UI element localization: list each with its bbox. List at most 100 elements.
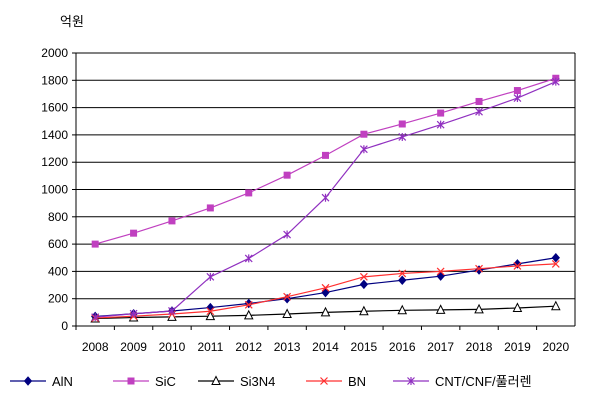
data-point	[551, 259, 560, 268]
data-point	[129, 309, 138, 318]
data-point	[512, 302, 523, 312]
data-point	[551, 77, 560, 86]
legend-marker	[407, 377, 415, 385]
legend-marker	[23, 376, 33, 386]
data-point	[206, 204, 214, 212]
legend-item: Si3N4	[198, 374, 275, 389]
data-point	[91, 240, 99, 248]
data-point	[206, 307, 215, 316]
x-tick-label: 2012	[235, 340, 262, 354]
x-tick-label: 2015	[351, 340, 378, 354]
series-line	[95, 77, 556, 245]
data-point	[436, 267, 445, 276]
data-point	[283, 171, 291, 179]
data-point	[475, 264, 483, 273]
x-tick-label: 2008	[82, 340, 109, 354]
y-tick-label: 400	[48, 264, 68, 278]
data-point	[474, 303, 484, 314]
data-point	[321, 283, 330, 292]
data-point	[513, 262, 522, 270]
data-point	[322, 151, 329, 159]
y-tick-label: 600	[48, 237, 68, 251]
legend-label: CNT/CNF/풀러렌	[435, 374, 532, 389]
legend-item: AlN	[10, 374, 73, 389]
y-tick-label: 0	[61, 319, 68, 333]
legend-label: BN	[348, 374, 366, 389]
data-point	[320, 306, 331, 317]
series-1	[91, 74, 560, 248]
y-tick-label: 2000	[41, 46, 68, 60]
data-point	[359, 279, 369, 290]
data-point	[474, 265, 484, 275]
data-point	[205, 310, 216, 321]
y-tick-label: 1800	[41, 73, 68, 87]
data-point	[245, 189, 253, 197]
y-tick-label: 1400	[41, 128, 68, 142]
legend-label: Si3N4	[240, 374, 275, 389]
x-tick-labels: 2008 2009 2010 2011 2012 2013 2014 2015 2016 2017…	[75, 326, 569, 354]
data-point	[513, 87, 521, 95]
y-tick-label: 1000	[41, 183, 68, 197]
y-tick-label: 1600	[41, 101, 68, 115]
data-point	[244, 254, 253, 263]
data-point	[398, 275, 407, 286]
data-point	[398, 120, 406, 128]
legend-marker	[127, 377, 135, 385]
x-tick-label: 2018	[466, 340, 493, 354]
x-tick-label: 2017	[427, 340, 454, 354]
data-point	[397, 304, 408, 315]
data-point	[359, 272, 368, 281]
x-tick-label: 2009	[120, 340, 147, 354]
legend-marker	[320, 377, 328, 385]
y-unit-label: 억원	[60, 15, 84, 30]
data-point	[437, 109, 445, 117]
legend-label: AlN	[52, 374, 73, 389]
data-point	[513, 94, 522, 103]
data-point	[359, 145, 368, 154]
data-point	[436, 271, 445, 281]
data-point	[206, 272, 215, 281]
x-tick-label: 2010	[159, 340, 186, 354]
x-tick-label: 2011	[197, 340, 223, 354]
legend-item: CNT/CNF/풀러렌	[393, 374, 532, 389]
series-lines	[90, 74, 561, 323]
series-4	[91, 77, 560, 322]
data-point	[475, 107, 483, 116]
data-point	[398, 269, 407, 278]
data-point	[475, 97, 483, 105]
data-point	[550, 300, 561, 311]
x-tick-label: 2019	[504, 340, 531, 354]
y-tick-labels: 0 200 400 600 800 1000 1200 1400 1600 1800 2000	[41, 46, 68, 333]
data-point	[168, 306, 176, 315]
data-point	[436, 120, 445, 129]
data-point	[321, 193, 330, 202]
data-point	[168, 217, 176, 225]
gridlines	[72, 52, 576, 327]
data-point	[283, 292, 292, 301]
data-point	[551, 252, 560, 263]
data-point	[359, 305, 369, 316]
data-point	[360, 130, 368, 138]
y-tick-label: 800	[48, 210, 68, 224]
data-point	[91, 313, 100, 322]
data-point	[282, 308, 292, 318]
data-point	[244, 300, 253, 309]
data-point	[321, 287, 330, 298]
data-point	[244, 298, 253, 309]
data-point	[130, 229, 138, 237]
x-tick-label: 2020	[542, 340, 569, 354]
legend-label: SiC	[155, 374, 176, 389]
legend-item: SiC	[113, 374, 176, 389]
x-tick-label: 2014	[312, 340, 339, 354]
legend-marker	[211, 375, 221, 385]
legend: AlN SiC Si3N4 BN CNT/CNF/풀러렌	[10, 374, 532, 389]
legend-item: BN	[306, 374, 366, 389]
y-tick-label: 200	[48, 292, 68, 306]
x-tick-label: 2016	[389, 340, 416, 354]
data-point	[435, 304, 446, 314]
x-tick-label: 2013	[274, 340, 301, 354]
data-point	[243, 309, 254, 320]
data-point	[283, 230, 292, 239]
y-tick-label: 1200	[41, 155, 68, 169]
